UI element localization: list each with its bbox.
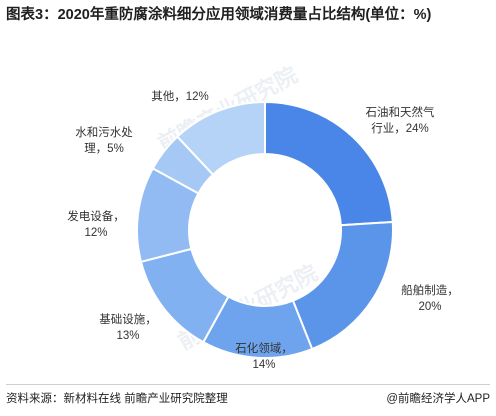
donut-slice [175,100,266,177]
slice-label: 其他，12% [151,90,209,103]
slice-label: 基础设施， 13% [99,313,157,342]
footer-divider [6,384,490,385]
brand-note: @前瞻经济学人APP [386,393,490,405]
donut-slice [291,220,394,351]
chart-title: 图表3：2020年重防腐涂料细分应用领域消费量占比结构(单位：%) [6,7,432,23]
source-note: 资料来源：新材料在线 前瞻产业研究院整理 [6,393,228,405]
slice-label: 发电设备， 12% [67,209,125,239]
slice-labels: 石油和天然气行业，24% 船舶制造， 20% 石化领域， 14% 基础设施， 13% 发电设备… [67,90,459,371]
donut-slices [136,100,394,359]
slice-label: 水和污水处理，5% [75,126,133,155]
slice-label: 石化领域， 14% [235,341,293,371]
slice-label: 石油和天然气行业，24% [366,105,435,135]
slice-label: 船舶制造， 20% [401,283,459,313]
donut-slice [264,100,394,227]
